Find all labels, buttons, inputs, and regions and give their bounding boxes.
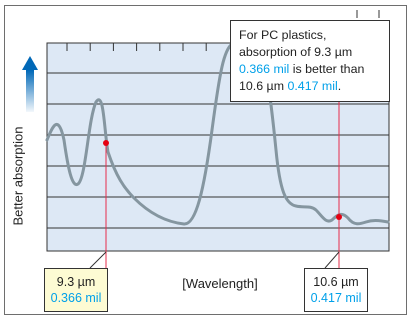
- callout-value-2: 0.417 mil: [287, 79, 338, 93]
- top-tick-marks: [66, 43, 207, 51]
- marker-label-mil: 0.417 mil: [310, 291, 362, 305]
- marker-label-um: 9.3 µm: [56, 275, 96, 289]
- callout-text-1: For PC plastics, absorption of 9.3 µm: [239, 28, 353, 59]
- top-right-tick-marks: [356, 10, 380, 18]
- marker-dot-9-3um: [103, 140, 109, 146]
- callout-left-pointer: [89, 251, 107, 269]
- callout-value-1: 0.366 mil: [239, 62, 290, 76]
- better-absorption-arrow-icon: [22, 56, 38, 112]
- marker-label-9-3um: 9.3 µm 0.366 mil: [44, 268, 108, 312]
- absorption-curve: [45, 40, 390, 226]
- marker-label-um: 10.6 µm: [313, 275, 359, 289]
- callout-right-pointer: [324, 251, 340, 269]
- comparison-callout: For PC plastics, absorption of 9.3 µm 0.…: [230, 20, 390, 102]
- callout-text-2: is better than 10.6 µm: [239, 62, 365, 93]
- callout-text-3: .: [337, 79, 342, 93]
- marker-label-mil: 0.366 mil: [50, 291, 102, 305]
- marker-dot-10-6um: [336, 214, 342, 220]
- marker-label-10-6um: 10.6 µm 0.417 mil: [304, 268, 368, 312]
- y-axis-label: Better absorption: [10, 126, 26, 226]
- x-axis-label: [Wavelength]: [182, 276, 258, 291]
- figure-frame: [4, 5, 407, 315]
